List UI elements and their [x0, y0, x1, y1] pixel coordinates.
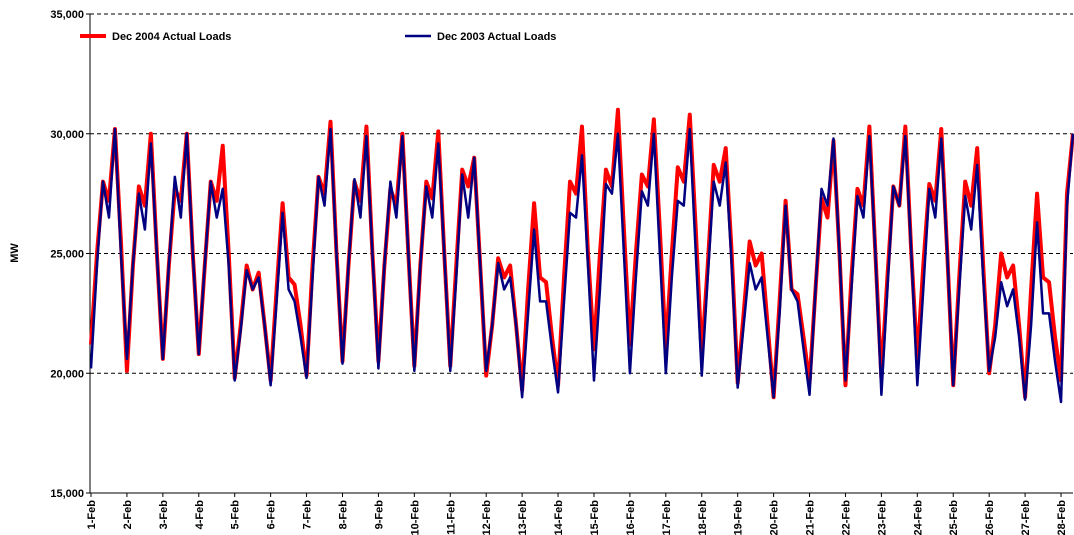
y-tick-label: 15,000: [50, 488, 84, 500]
y-tick-label: 35,000: [50, 9, 84, 21]
x-tick-label: 15-Feb: [589, 500, 601, 535]
y-tick-label: 30,000: [50, 129, 84, 141]
x-tick-label: 10-Feb: [409, 500, 421, 535]
x-tick-label: 23-Feb: [876, 500, 888, 535]
x-tick-label: 20-Feb: [769, 500, 781, 535]
x-tick-label: 18-Feb: [697, 500, 709, 535]
y-tick-label: 25,000: [50, 249, 84, 261]
x-tick-label: 11-Feb: [445, 500, 457, 535]
x-tick-label: 27-Feb: [1020, 500, 1032, 535]
x-tick-label: 9-Feb: [373, 500, 385, 530]
x-tick-label: 1-Feb: [86, 500, 98, 530]
x-tick-label: 5-Feb: [230, 500, 242, 530]
x-tick-label: 17-Feb: [661, 500, 673, 535]
x-tick-label: 2-Feb: [122, 500, 134, 530]
x-tick-label: 19-Feb: [733, 500, 745, 535]
x-tick-label: 14-Feb: [553, 500, 565, 535]
x-tick-label: 25-Feb: [948, 500, 960, 535]
x-tick-label: 28-Feb: [1056, 500, 1068, 535]
x-tick-label: 4-Feb: [194, 500, 206, 530]
x-tick-label: 24-Feb: [912, 500, 924, 535]
x-tick-label: 16-Feb: [625, 500, 637, 535]
series-line: [89, 127, 1074, 404]
legend-label: Dec 2004 Actual Loads: [112, 31, 231, 43]
legend-label: Dec 2003 Actual Loads: [437, 31, 556, 43]
x-tick-label: 21-Feb: [805, 500, 817, 535]
x-tick-label: 7-Feb: [302, 500, 314, 530]
x-tick-label: 12-Feb: [481, 500, 493, 535]
x-tick-label: 26-Feb: [984, 500, 996, 535]
x-tick-label: 8-Feb: [337, 500, 349, 530]
x-tick-label: 6-Feb: [266, 500, 278, 530]
x-tick-label: 13-Feb: [517, 500, 529, 535]
y-tick-label: 20,000: [50, 368, 84, 380]
y-axis-label: MW: [9, 243, 21, 263]
x-tick-label: 22-Feb: [840, 500, 852, 535]
x-tick-label: 3-Feb: [158, 500, 170, 530]
